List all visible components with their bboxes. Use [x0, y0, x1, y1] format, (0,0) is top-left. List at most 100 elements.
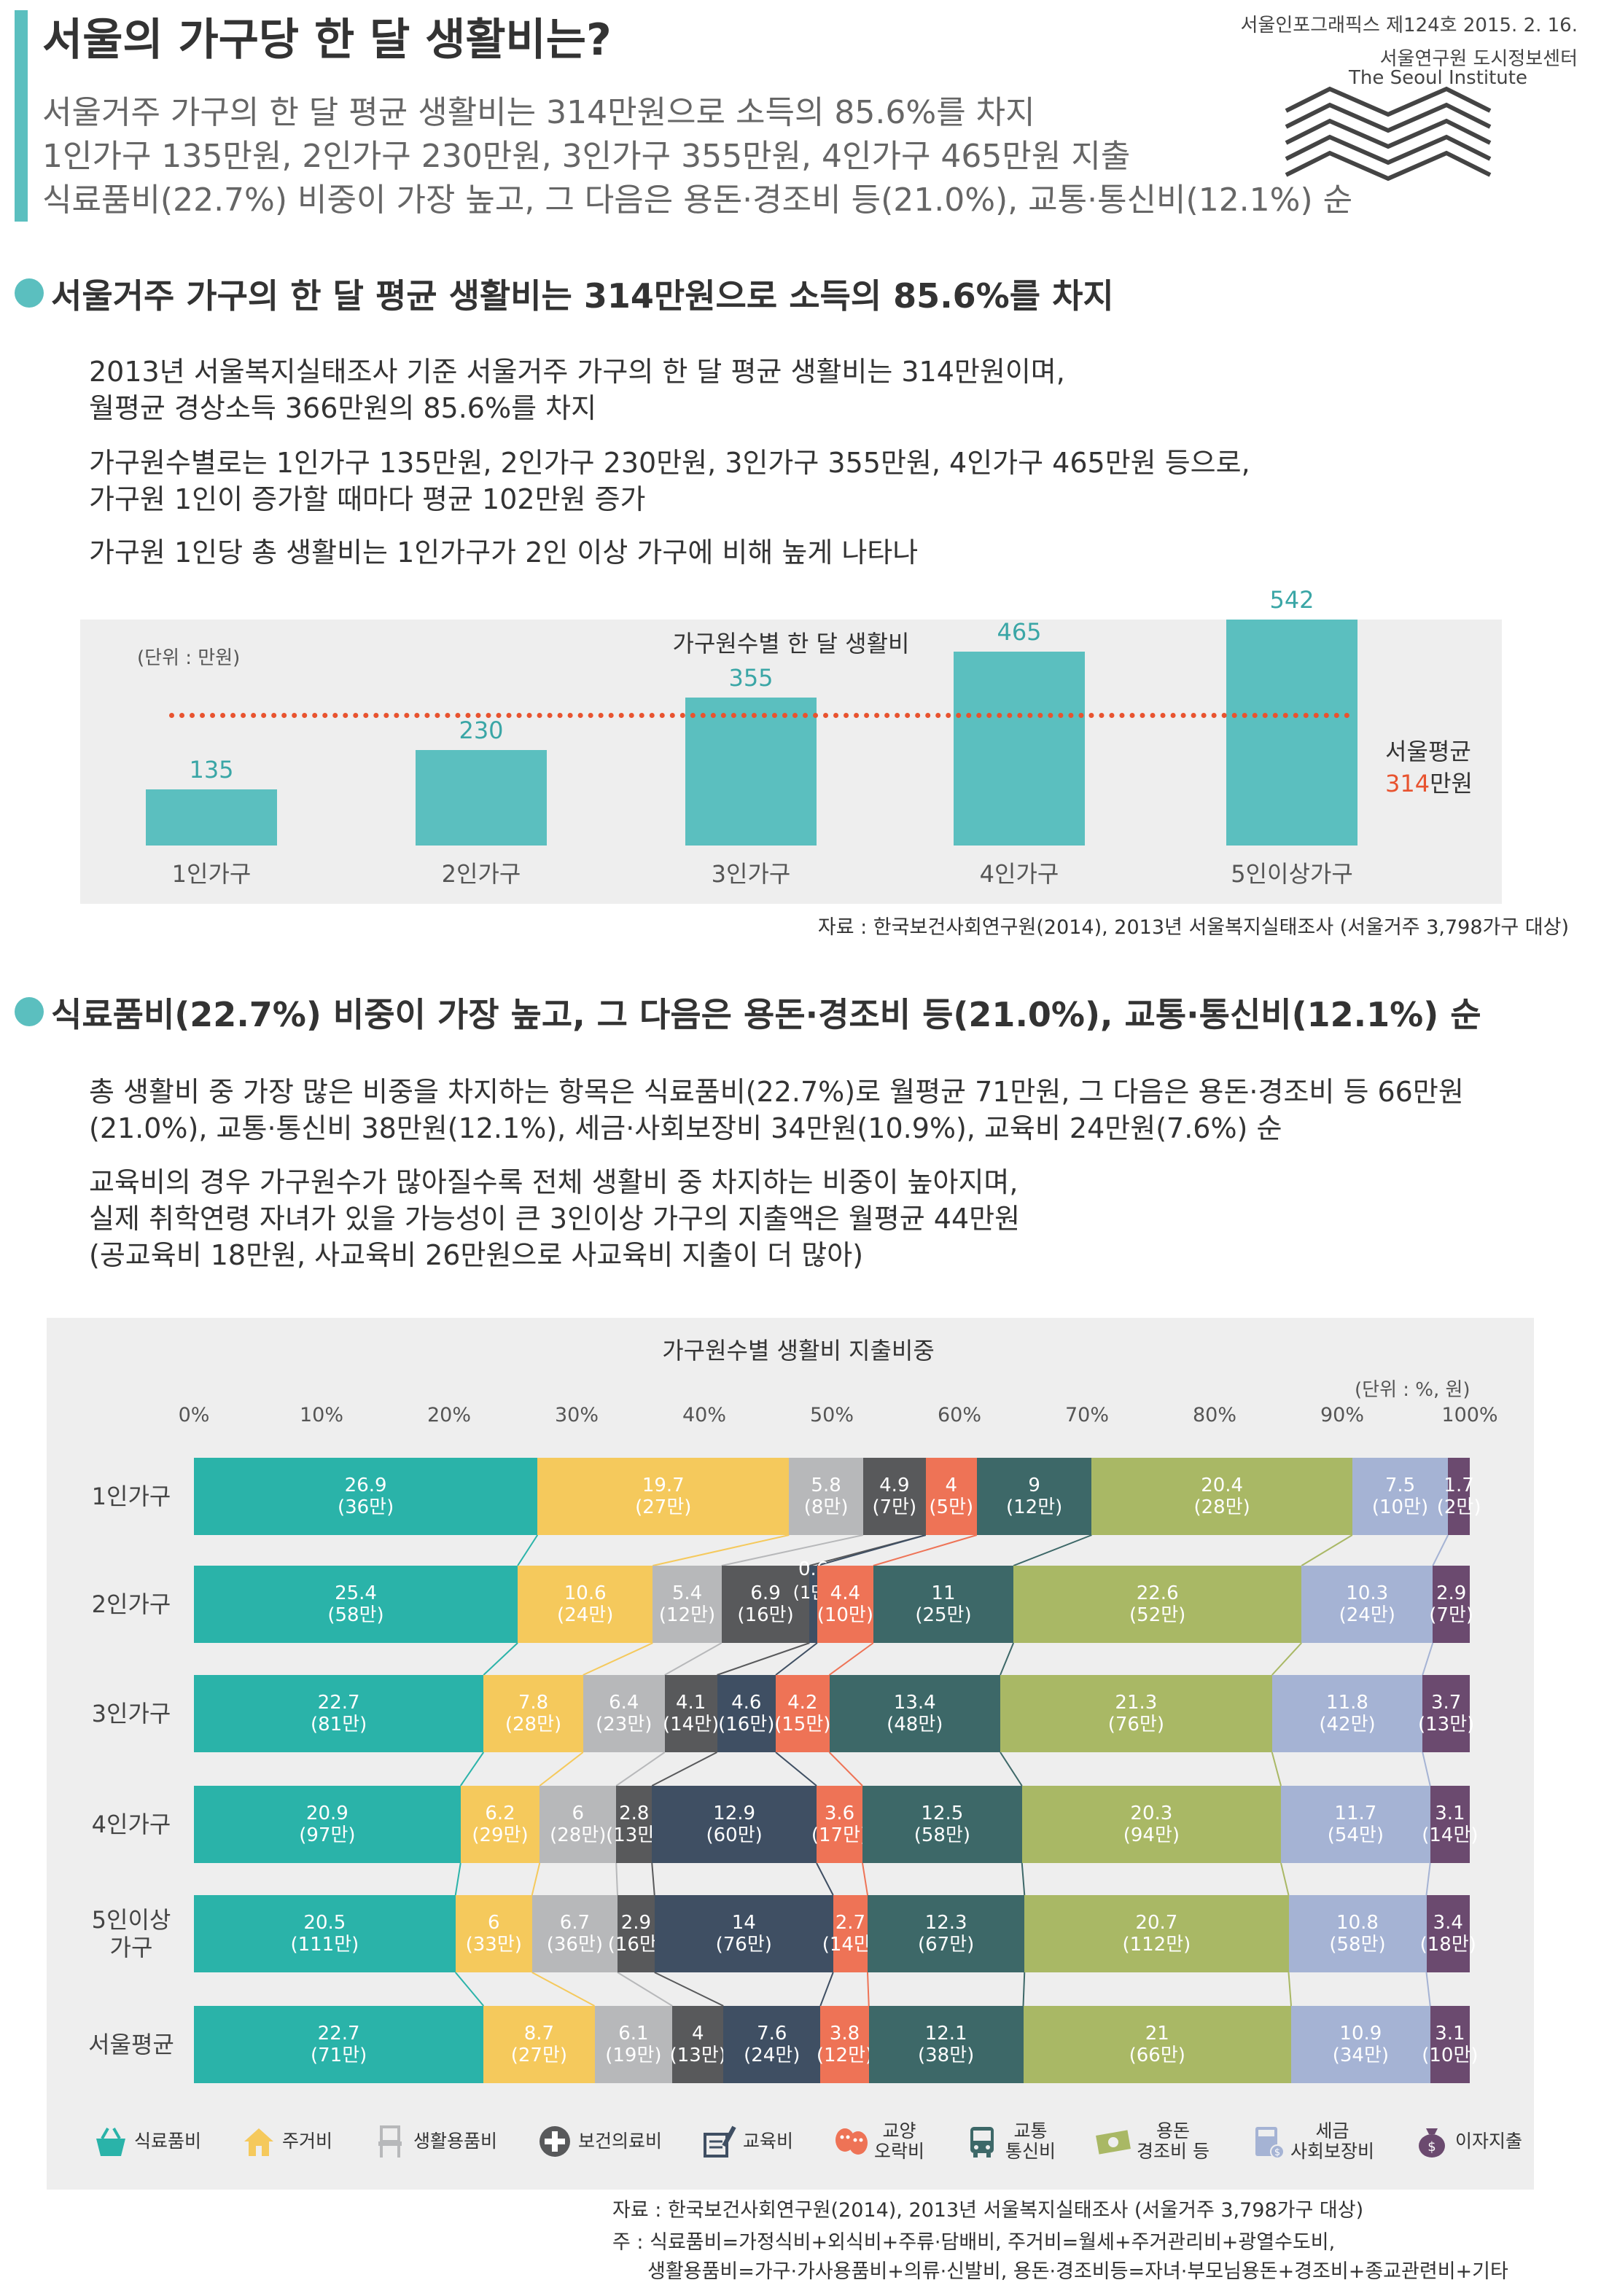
chart2-segment-amount: (42만) [1319, 1714, 1376, 1735]
average-label-value: 314만원 [1385, 765, 1473, 799]
chart2-segment-value: 4.1 [675, 1692, 706, 1714]
chart2-segment: 6.9 (16만) [721, 1566, 810, 1643]
chart2-segment-value: 25.4 [335, 1582, 377, 1604]
chart2-segment-amount: (67만) [917, 1934, 975, 1956]
chart2-connector [1425, 1862, 1431, 1896]
chart2-segment: 13.4 (48만) [829, 1675, 1000, 1752]
chart2-connector [1422, 1642, 1434, 1676]
chart2-connector [483, 1642, 518, 1676]
chart2-connector [1271, 1642, 1302, 1676]
section1-para-2: 월평균 경상소득 366만원의 85.6%를 차지 [89, 392, 597, 424]
chart2-segment-amount: (36만) [546, 1934, 604, 1956]
chart2-connector [1422, 1752, 1431, 1787]
section1-para-5: 가구원 1인당 총 생활비는 1인가구가 2인 이상 가구에 비해 높게 나타나 [89, 536, 919, 569]
legend-item: 교양 오락비 [833, 2121, 924, 2162]
subtitle-line-1: 서울거주 가구의 한 달 평균 생활비는 314만원으로 소득의 85.6%를 … [42, 94, 1035, 131]
chart2-segment: 3.4 (18만) [1420, 1895, 1476, 1972]
chart2-segment: 21 (66만) [1023, 2006, 1291, 2083]
chart2-segment: 20.5 (111만) [194, 1895, 456, 1972]
chart2-segment-amount: (7만) [1429, 1604, 1474, 1626]
chart2-connector [828, 1642, 874, 1676]
chart2-segment-value: 6.9 [750, 1582, 781, 1604]
chart2-segment: 3.1 (10만) [1422, 2006, 1479, 2083]
chart2-segment-value: 11.8 [1326, 1692, 1368, 1714]
chart2-segment-amount: (33만) [465, 1934, 522, 1956]
chart2-segment-value: 8.7 [523, 2023, 555, 2045]
chart2-connector [1425, 1972, 1431, 2007]
chart1-category-label: 5인이상가구 [1231, 860, 1353, 888]
chart2-segment-value: 2.9 [620, 1912, 652, 1934]
chart2-connector [721, 1534, 864, 1566]
chart2-segment: 6.7 (36만) [531, 1895, 618, 1972]
section2-para-4: 실제 취학연령 자녀가 있을 가능성이 큰 3인이상 가구의 지출액은 월평균 … [89, 1203, 1021, 1235]
subtitle-line-2: 1인가구 135만원, 2인가구 230만원, 3인가구 355만원, 4인가구… [42, 138, 1131, 175]
chart2-segment-value: 10.9 [1339, 2023, 1382, 2045]
chart2-segment: 7.6 (24만) [723, 2006, 821, 2083]
section2-source: 자료 : 한국보건사회연구원(2014), 2013년 서울복지실태조사 (서울… [612, 2199, 1364, 2222]
chart2-segment-amount: (14만) [662, 1714, 720, 1735]
chart2-connector [1022, 1972, 1026, 2007]
legend-item: 교통 통신비 [965, 2121, 1056, 2162]
legend-item: $ 세금 사회보장비 [1250, 2121, 1374, 2162]
chart1-bar [954, 652, 1085, 846]
svg-text:$: $ [1274, 2147, 1280, 2158]
chart2-segment: 10.8 (58만) [1288, 1895, 1427, 1972]
book-pencil-icon [704, 2125, 736, 2158]
chart2-segment: 26.9 (36만) [194, 1458, 538, 1535]
chart2-segment-amount: (25만) [915, 1604, 972, 1626]
chart2-segment: 7.8 (28만) [483, 1675, 583, 1752]
legend-label: 교육비 [743, 2131, 794, 2152]
chart2-segment-value: 4 [691, 2023, 704, 2045]
chart2-segment-amount: (24만) [1339, 1604, 1395, 1626]
chart2-connector [664, 1642, 722, 1676]
chart1-category-label: 3인가구 [711, 860, 791, 888]
chart2-segment: 12.9 (60만) [652, 1786, 817, 1863]
chart2-segment-value: 6.4 [609, 1692, 639, 1714]
chart2-segment-value: 7.8 [518, 1692, 549, 1714]
chart2-segment-value: 6.7 [559, 1912, 591, 1934]
chart2-segment-amount: (7만) [872, 1496, 917, 1518]
chart2-segment-value: 20.9 [305, 1803, 348, 1824]
chart2-segment-value: 12.5 [921, 1803, 964, 1824]
chart2-segment-value: 3.1 [1435, 1803, 1465, 1824]
issue-info: 서울인포그래픽스 제124호 2015. 2. 16. [1240, 15, 1578, 36]
chart2-segment-amount: (52만) [1129, 1604, 1186, 1626]
chart2-segment-amount: (16만) [718, 1714, 775, 1735]
chart2-segment-amount: (76만) [1107, 1714, 1165, 1735]
chart2-x-tick: 60% [937, 1404, 982, 1426]
chart2-segment-value: 21 [1145, 2023, 1169, 2045]
chart2-segment: 10.3 (24만) [1301, 1566, 1433, 1643]
chart2-segment-value: 2.7 [835, 1912, 866, 1934]
chart2-segment-value: 22.6 [1136, 1582, 1179, 1604]
chart2-segment-amount: (10만) [1371, 1496, 1429, 1518]
chart2-connector [531, 1862, 541, 1896]
seoul-institute-logo [1285, 86, 1492, 181]
section1-para-1: 2013년 서울복지실태조사 기준 서울거주 가구의 한 달 평균 생활비는 3… [89, 356, 1065, 388]
chart2-segment-value: 12.3 [924, 1912, 967, 1934]
chart2-segment-amount: (15만) [774, 1714, 831, 1735]
chart2-segment-value: 2.9 [1436, 1582, 1467, 1604]
chart2-segment-amount: (60만) [706, 1824, 763, 1846]
chart2-segment-value: 7.6 [757, 2023, 787, 2045]
chart2-segment-value: 12.1 [924, 2023, 967, 2045]
institute-name-kr: 서울연구원 도시정보센터 [1379, 48, 1578, 70]
section2-heading: 식료품비(22.7%) 비중이 가장 높고, 그 다음은 용돈·경조비 등(21… [51, 995, 1481, 1034]
chart2-unit-label: (단위 : %, 원) [1355, 1379, 1470, 1401]
section1-heading: 서울거주 가구의 한 달 평균 생활비는 314만원으로 소득의 85.6%를 … [51, 276, 1114, 316]
average-value: 314 [1385, 770, 1430, 797]
chart2-segment-amount: (112만) [1122, 1934, 1191, 1956]
chart2-segment-value: 20.5 [303, 1912, 346, 1934]
legend-item: 보건의료비 [537, 2124, 662, 2159]
chart2-segment: 2.7 (14만) [822, 1895, 879, 1972]
chart2-segment: 6.2 (29만) [460, 1786, 540, 1863]
chart2-connector [459, 1752, 485, 1787]
chart2-segment: 22.6 (52만) [1013, 1566, 1302, 1643]
chart2-segment-value: 5.8 [811, 1475, 841, 1496]
legend-item: 교육비 [702, 2124, 793, 2159]
chart1-bar-value: 542 [1269, 586, 1314, 614]
medical-cross-icon [539, 2126, 570, 2157]
chart2-segment-amount: (12만) [658, 1604, 716, 1626]
chart2-segment-value: 9 [1028, 1475, 1040, 1496]
chart2-connector [615, 1862, 618, 1896]
